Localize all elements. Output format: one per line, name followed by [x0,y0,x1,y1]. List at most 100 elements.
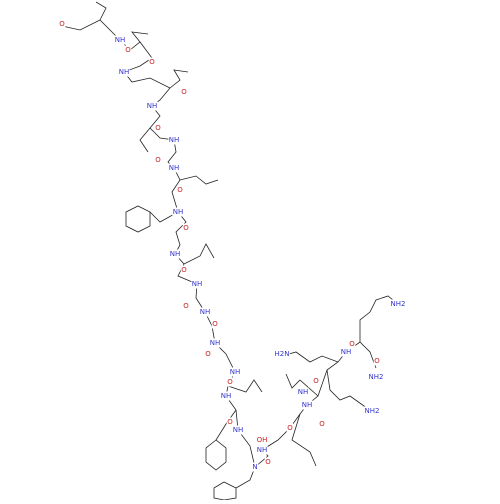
label-backdrop [154,123,162,133]
label-backdrop [168,163,180,173]
atom-label: NH [200,308,211,316]
label-backdrop [182,223,190,233]
atom-label: NH [233,426,244,434]
atom-label: O [374,357,380,365]
side-chain [95,1,107,21]
label-backdrop [124,45,132,55]
label-backdrop [148,57,156,67]
label-backdrop [340,347,352,357]
atom-label: O [227,378,233,386]
atom-label: NH [147,102,158,110]
atom-label: NH [257,446,268,454]
side-chain [169,69,189,89]
atom-label: NH [169,136,180,144]
label-backdrop [256,445,268,455]
label-backdrop [176,185,184,195]
label-backdrop [318,419,326,429]
label-backdrop [154,155,162,165]
atom-label: O [313,377,319,385]
atom-label: NH2 [369,373,384,381]
atom-label: O [155,124,161,132]
atom-label: O [319,420,325,428]
atom-label: O [265,458,271,466]
side-chain [183,243,215,265]
atom-label: NH [119,68,130,76]
atom-label: O [183,302,189,310]
label-backdrop [204,349,212,359]
label-backdrop [232,425,244,435]
atom-label: NH [169,164,180,172]
atom-label: NH [221,392,232,400]
atom-label: NH2 [391,300,406,308]
side-chain [215,409,237,441]
label-backdrop [364,406,380,416]
atom-label: O [155,156,161,164]
atom-label: H2N [275,350,290,358]
atom-label: OH [257,436,268,444]
side-chain [131,31,149,43]
label-backdrop [180,265,188,275]
label-backdrop [226,377,234,387]
label-backdrop [146,101,158,111]
side-chain [139,127,151,153]
label-backdrop [373,356,381,366]
atom-label: O [349,340,355,348]
side-chain [179,175,219,185]
label-backdrop [182,301,190,311]
label-backdrop [211,319,219,329]
atom-label: O [205,350,211,358]
atom-label: O [227,418,233,426]
atom-label: NH [115,36,126,44]
atom-label: NH2 [365,407,380,415]
atom-label: O [181,88,187,96]
side-chain [359,295,399,342]
label-backdrop [348,339,356,349]
atom-label: O [212,320,218,328]
atom-label: O [183,224,189,232]
label-backdrop [172,207,184,217]
side-chain [281,351,339,363]
phenyl-ring [125,205,151,233]
label-backdrop [169,249,181,259]
side-chain [285,373,319,397]
atom-label: O [177,186,183,194]
label-backdrop [168,135,180,145]
label-backdrop [220,391,232,401]
label-backdrop [390,299,406,309]
label-backdrop [251,462,259,472]
label-backdrop [199,307,211,317]
label-backdrop [58,19,66,29]
label-backdrop [264,457,272,467]
phenyl-ring [213,481,237,501]
label-backdrop [229,367,241,377]
atom-label: NH [341,348,352,356]
label-backdrop [209,338,221,348]
label-backdrop [226,417,234,427]
atom-label: NH [302,401,313,409]
label-backdrop [114,35,126,45]
label-backdrop [180,87,188,97]
atom-label: NH [170,250,181,258]
atom-label: O [287,424,293,432]
label-backdrop [368,372,384,382]
label-backdrop [274,349,290,359]
label-backdrop [118,67,130,77]
label-backdrop [191,279,203,289]
atom-labels: ONHOONHONHONHONHONHONHONHONHONHONHONHONH… [58,19,406,472]
atom-label: NH [298,388,309,396]
atom-label: N [252,463,257,471]
side-chain [227,379,263,393]
label-backdrop [301,400,313,410]
side-chain [291,413,317,467]
atom-label: O [149,58,155,66]
label-backdrop [286,423,294,433]
label-backdrop [312,376,320,386]
atom-label: O [181,266,187,274]
atom-label: NH [173,208,184,216]
atom-label: O [125,46,131,54]
phenyl-ring [205,439,227,471]
atom-label: NH [192,280,203,288]
side-chain [149,211,179,223]
